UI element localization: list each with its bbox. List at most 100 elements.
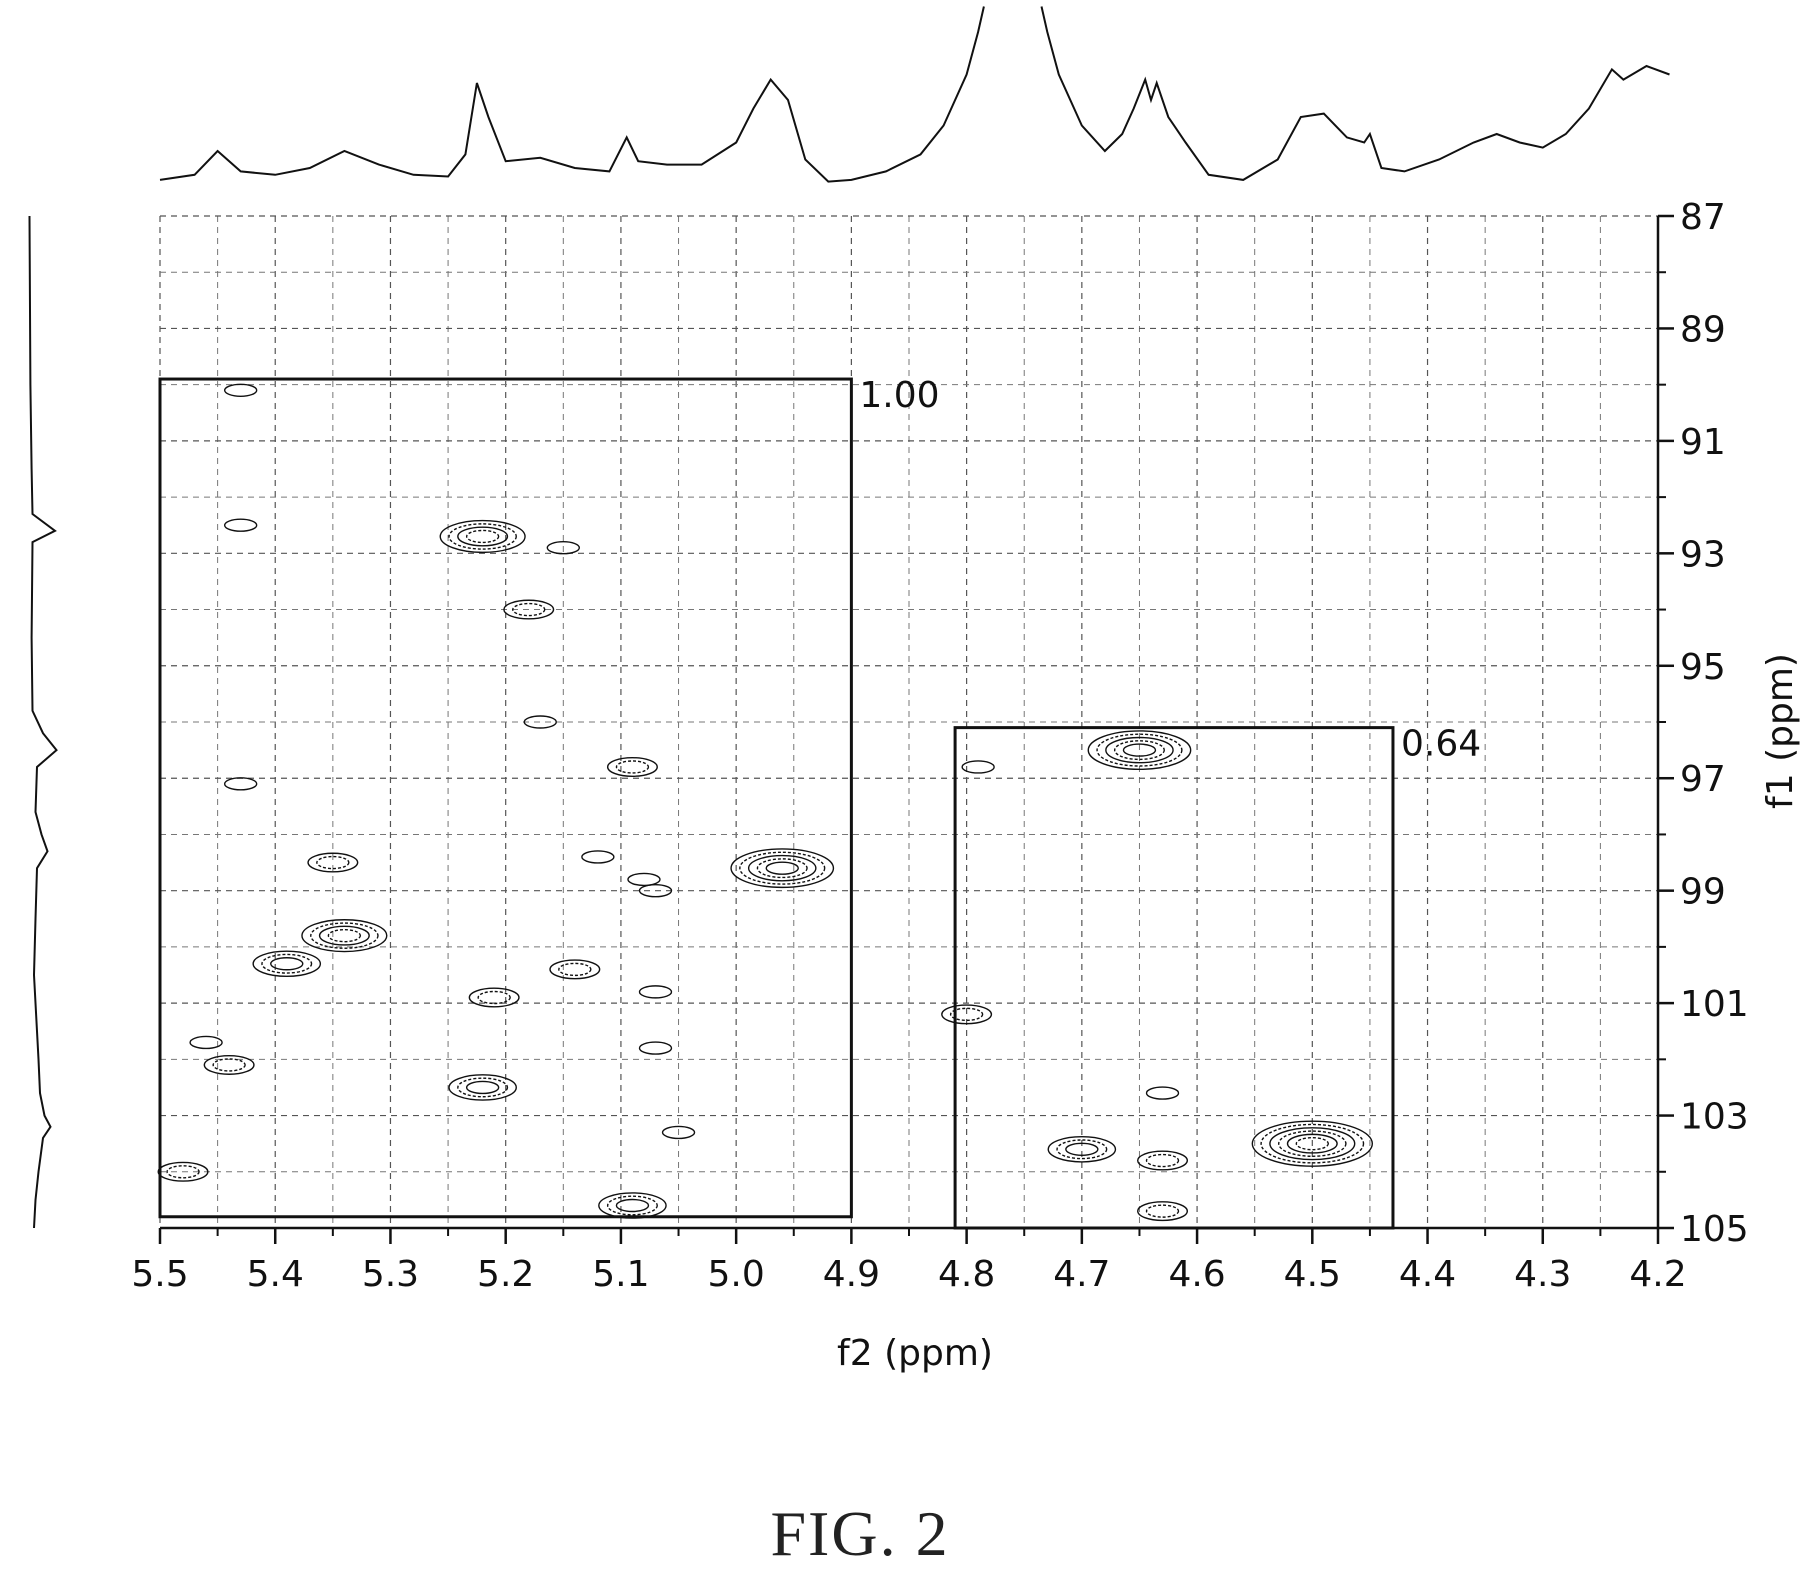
contour-peak [1047, 1135, 1117, 1163]
contour-level [1105, 736, 1174, 764]
contour-level [457, 526, 509, 547]
contour-level [465, 1080, 500, 1095]
contour-level [523, 715, 557, 729]
projection-trace [159, 6, 985, 183]
contour-level [1286, 1133, 1338, 1154]
contour-level [747, 854, 817, 882]
contour-peak [223, 518, 258, 532]
x-tick-label: 5.3 [362, 1254, 419, 1295]
contour-peak [638, 883, 673, 898]
y-tick-label: 97 [1680, 759, 1726, 800]
contour-level [1251, 1120, 1374, 1167]
contour-level [638, 985, 673, 999]
contour-level [261, 953, 313, 974]
x-tick-label: 5.4 [247, 1254, 304, 1295]
contour-level [1137, 1201, 1189, 1222]
contour-level [546, 541, 581, 555]
contour-level [1113, 740, 1165, 761]
contour-peak [157, 1161, 209, 1182]
y-tick-label: 95 [1680, 647, 1726, 688]
axes: 5.5 5.4 5.3 5.2 5.1 5.0 4.9 4.8 4.7 4.6 4.5 4.4 4.3 4… [131, 197, 1748, 1295]
contour-peak [627, 872, 661, 887]
contour-peak [252, 950, 322, 978]
contour-peak [439, 519, 526, 554]
contour-peak [1145, 1086, 1180, 1100]
contour-level [223, 777, 258, 791]
contour-peak [638, 985, 673, 999]
contour-level [318, 925, 370, 946]
contour-peak [1251, 1120, 1374, 1167]
contour-level [730, 848, 835, 889]
contour-level [310, 922, 379, 949]
contour-level [1260, 1123, 1365, 1164]
contour-peak [307, 852, 359, 873]
contour-peak [549, 959, 601, 980]
contour-level [457, 1077, 509, 1098]
integration-value: 1.00 [859, 375, 939, 416]
x-tick-label: 4.4 [1399, 1254, 1456, 1295]
contour-peak [223, 383, 258, 397]
contour-peak [448, 1074, 517, 1101]
x-tick-label: 5.5 [131, 1254, 188, 1295]
contour-peaks [157, 383, 1374, 1222]
contour-level [1047, 1135, 1117, 1163]
x-tick-label: 4.7 [1053, 1254, 1110, 1295]
contour-level [307, 852, 359, 873]
contour-level [157, 1161, 209, 1182]
contour-peak [503, 599, 555, 620]
x-tick-label: 5.0 [708, 1254, 765, 1295]
contour-peak [961, 760, 995, 774]
contour-level [581, 850, 615, 864]
contour-level [1145, 1204, 1180, 1218]
contour-level [756, 858, 808, 879]
left-projection-spectrum [28, 215, 58, 1229]
contour-peak [581, 850, 615, 864]
contour-level [615, 760, 650, 774]
contour-level [615, 1198, 650, 1213]
contour-level [627, 872, 661, 887]
contour-level [189, 1035, 223, 1050]
x-tick-label: 4.2 [1629, 1254, 1686, 1295]
contour-level [638, 1041, 673, 1055]
x-tick-label: 4.5 [1284, 1254, 1341, 1295]
contour-level [1145, 1153, 1180, 1168]
contour-peak [301, 919, 388, 953]
contour-level [448, 1074, 517, 1101]
contour-level [606, 1195, 658, 1216]
contour-level [203, 1054, 255, 1075]
contour-level [223, 518, 258, 532]
contour-level [949, 1007, 984, 1022]
contour-level [439, 519, 526, 554]
y-tick-label: 105 [1680, 1209, 1749, 1250]
contour-level [549, 959, 601, 980]
contour-peak [1137, 1201, 1189, 1222]
contour-level [327, 928, 362, 943]
y-tick-label: 89 [1680, 309, 1726, 350]
x-tick-label: 4.3 [1514, 1254, 1571, 1295]
grid-lines [159, 215, 1659, 1229]
y-tick-label: 101 [1680, 984, 1749, 1025]
contour-level [465, 529, 500, 544]
contour-level [638, 883, 673, 898]
y-tick-label: 91 [1680, 422, 1726, 463]
top-projection-spectrum [159, 6, 1670, 183]
projection-trace [1040, 6, 1670, 181]
x-tick-label: 5.1 [592, 1254, 649, 1295]
x-tick-label: 4.6 [1168, 1254, 1225, 1295]
figure-label: FIG. 2 [770, 1498, 949, 1569]
contour-level [252, 950, 322, 978]
contour-level [1065, 1142, 1099, 1156]
contour-level [503, 599, 555, 620]
y-tick-label: 93 [1680, 534, 1726, 575]
y-axis-title: f1 (ppm) [1760, 653, 1801, 809]
contour-peak [730, 848, 835, 889]
contour-peak [223, 777, 258, 791]
contour-peak [606, 756, 658, 777]
contour-level [598, 1192, 667, 1219]
contour-level [941, 1004, 993, 1025]
contour-level [512, 602, 546, 617]
contour-peak [468, 987, 520, 1008]
contour-level [1087, 730, 1192, 771]
projection-trace [28, 215, 58, 1229]
contour-peak [1087, 730, 1192, 771]
